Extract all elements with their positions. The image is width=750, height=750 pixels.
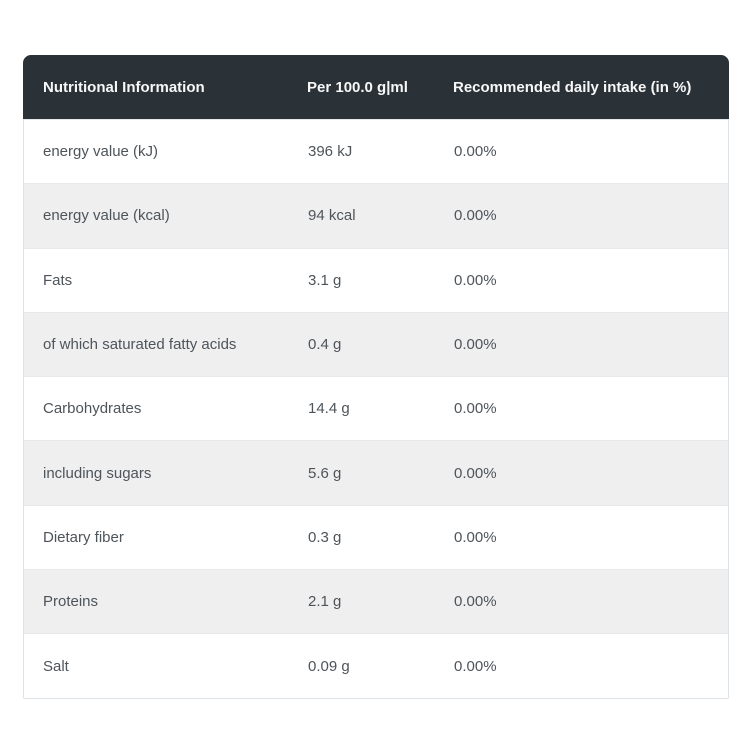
table-row: Proteins 2.1 g 0.00% <box>24 569 728 634</box>
table-row: Fats 3.1 g 0.00% <box>24 247 728 312</box>
nutrient-name: Dietary fiber <box>43 528 124 546</box>
nutrient-name: of which saturated fatty acids <box>43 336 237 354</box>
nutrient-name: Salt <box>43 657 69 675</box>
nutrient-name: Fats <box>43 271 73 289</box>
nutrient-rdi: 0.00% <box>454 593 497 611</box>
nutrient-rdi: 0.00% <box>454 336 497 354</box>
nutrient-rdi: 0.00% <box>454 464 497 482</box>
nutrient-name: including sugars <box>43 464 152 482</box>
nutrient-rdi: 0.00% <box>454 143 497 161</box>
nutrient-name: Carbohydrates <box>43 400 142 418</box>
nutrient-amount: 2.1 g <box>308 593 342 611</box>
nutrient-amount: 396 kJ <box>308 143 353 161</box>
nutrient-amount: 94 kcal <box>308 207 356 225</box>
nutrient-rdi: 0.00% <box>454 528 497 546</box>
nutrient-rdi: 0.00% <box>454 400 497 418</box>
table-row: energy value (kJ) 396 kJ 0.00% <box>24 119 728 184</box>
header-recommended-daily-intake: Recommended daily intake (in %) <box>453 78 692 96</box>
table-row: including sugars 5.6 g 0.00% <box>24 440 728 505</box>
nutrient-name: Proteins <box>43 593 99 611</box>
nutrient-rdi: 0.00% <box>454 271 497 289</box>
nutrient-amount: 14.4 g <box>308 400 350 418</box>
header-nutritional-information: Nutritional Information <box>43 78 205 96</box>
nutrient-name: energy value (kJ) <box>43 143 159 161</box>
table-row: Salt 0.09 g 0.00% <box>24 633 728 698</box>
table-row: Dietary fiber 0.3 g 0.00% <box>24 504 728 570</box>
nutrient-rdi: 0.00% <box>454 207 497 225</box>
nutrient-amount: 0.3 g <box>308 528 342 546</box>
nutrient-amount: 5.6 g <box>308 464 342 482</box>
table-row: of which saturated fatty acids 0.4 g 0.0… <box>24 311 728 377</box>
nutrient-amount: 0.09 g <box>308 657 350 675</box>
table-row: energy value (kcal) 94 kcal 0.00% <box>24 183 728 248</box>
header-per-100: Per 100.0 g|ml <box>307 78 408 96</box>
nutrient-amount: 0.4 g <box>308 336 342 354</box>
table-row: Carbohydrates 14.4 g 0.00% <box>24 376 728 441</box>
nutrition-table: Nutritional Information Per 100.0 g|ml R… <box>23 55 729 699</box>
nutrient-rdi: 0.00% <box>454 657 497 675</box>
nutrient-amount: 3.1 g <box>308 271 342 289</box>
nutrient-name: energy value (kcal) <box>43 207 170 225</box>
table-header-row: Nutritional Information Per 100.0 g|ml R… <box>23 55 729 119</box>
